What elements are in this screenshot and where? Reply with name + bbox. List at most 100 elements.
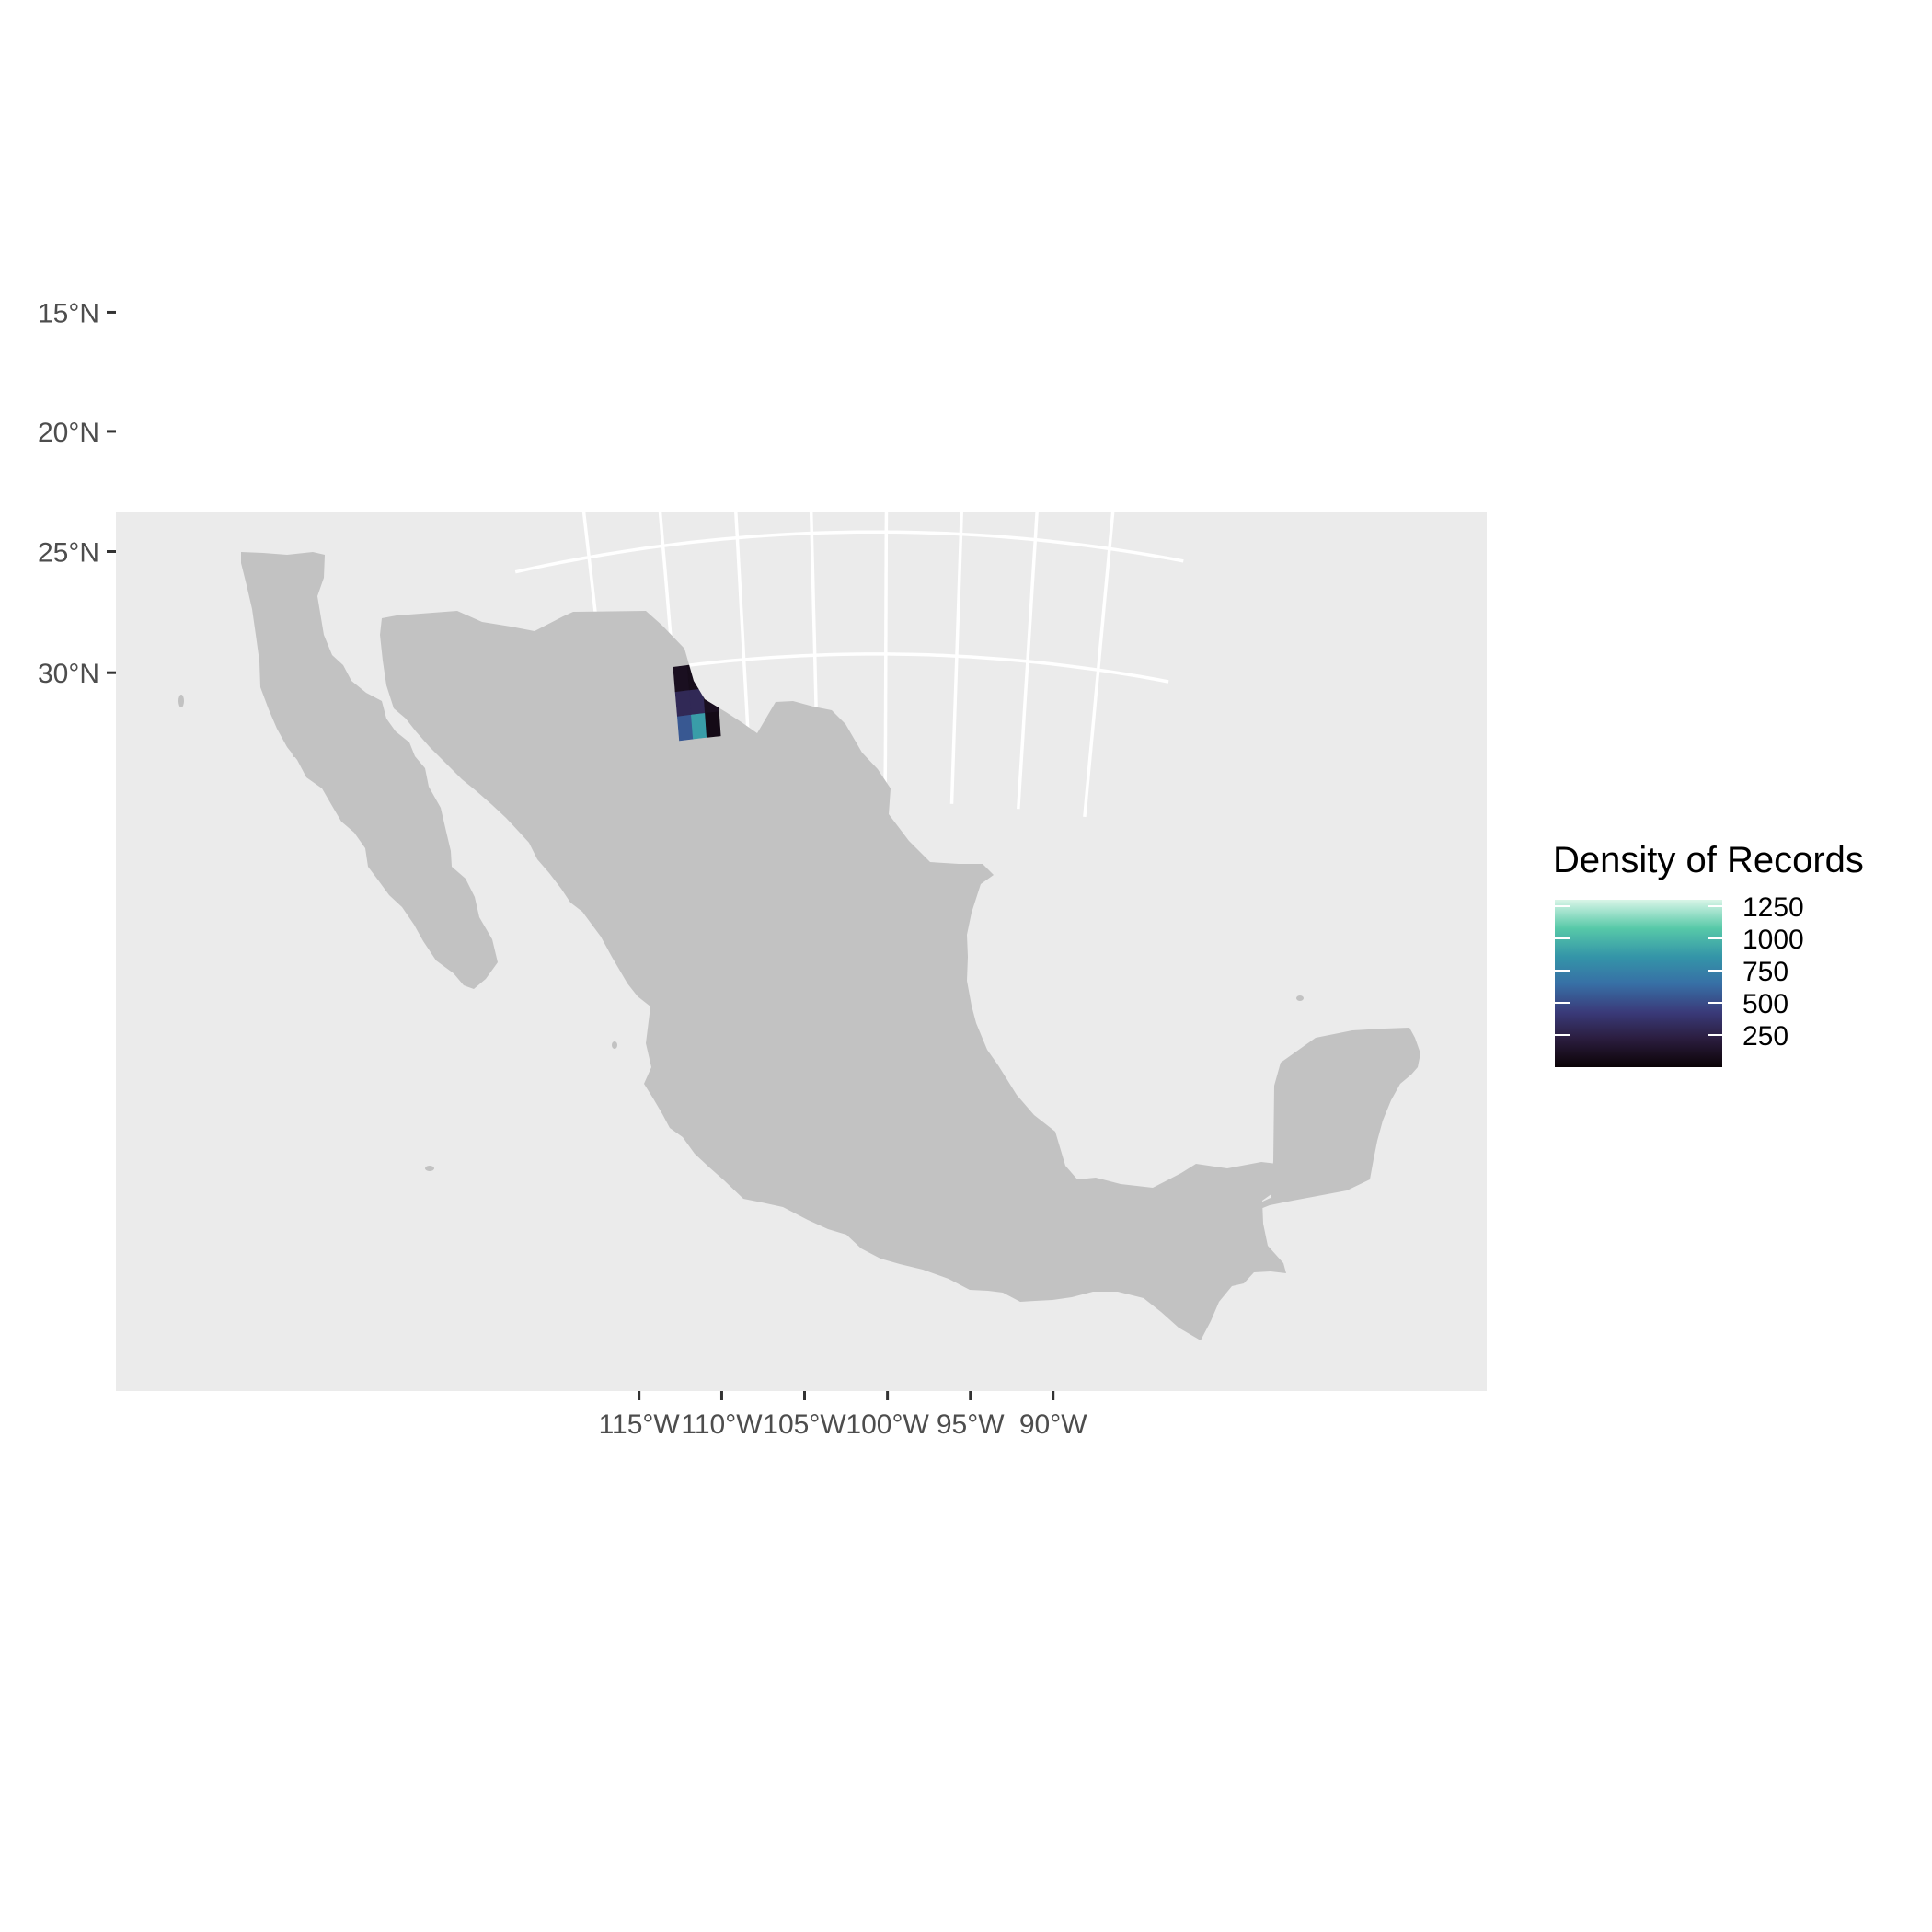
density-cell — [932, 484, 948, 509]
density-cell — [936, 316, 952, 340]
density-cell — [856, 411, 871, 435]
mainland-landmass — [380, 611, 1286, 1340]
density-cell — [887, 291, 903, 315]
density-cell — [705, 710, 721, 738]
density-cell — [903, 291, 920, 315]
density-cell — [856, 459, 871, 483]
density-cell — [823, 387, 840, 412]
density-cell — [1068, 254, 1087, 280]
density-cell — [733, 464, 750, 489]
legend-label: 500 — [1742, 989, 1788, 1019]
density-cell — [808, 363, 824, 388]
y-tick-label: 30°N — [38, 659, 99, 689]
density-cell — [840, 435, 856, 460]
density-cell — [1031, 322, 1049, 348]
density-cell — [917, 435, 933, 460]
grid-lat-1 — [514, 530, 1184, 574]
density-cell — [953, 245, 971, 270]
density-cell — [917, 411, 933, 436]
density-cell — [839, 339, 856, 362]
density-cell — [825, 435, 841, 460]
density-cell — [839, 315, 856, 339]
density-cell — [822, 339, 839, 364]
density-cell — [796, 485, 811, 510]
x-tick-label: 115°W — [599, 1409, 681, 1440]
density-cell — [871, 362, 887, 386]
density-cell — [933, 436, 949, 461]
density-cell — [856, 362, 871, 386]
density-cell — [857, 483, 872, 508]
density-cell — [937, 244, 954, 269]
grid-lon-5 — [1017, 512, 1039, 810]
density-cell — [795, 461, 811, 486]
density-cell — [887, 459, 903, 483]
density-cell — [673, 664, 690, 693]
grid-lon-2 — [809, 512, 821, 803]
density-cell — [1083, 279, 1101, 305]
grid-lon-4 — [949, 512, 963, 804]
density-cell — [919, 339, 936, 364]
density-cell — [871, 315, 888, 339]
density-cell — [840, 411, 856, 436]
grid-lon-7 — [1083, 512, 1115, 818]
density-cell — [902, 484, 917, 509]
density-cell — [871, 386, 887, 410]
density-cell — [674, 689, 692, 717]
density-cell — [903, 363, 919, 387]
density-cell — [840, 387, 856, 412]
density-cell — [932, 460, 948, 485]
density-cell — [871, 411, 887, 435]
density-cell — [841, 484, 857, 509]
baja-landmass — [241, 552, 498, 989]
density-cell — [1016, 320, 1033, 345]
density-cell — [780, 486, 796, 511]
grid-lat-2 — [498, 411, 1198, 454]
density-cell — [809, 411, 825, 436]
density-cell — [811, 484, 826, 509]
legend-colorbar — [1555, 900, 1722, 1067]
density-cell — [952, 269, 970, 293]
density-cell — [887, 411, 903, 435]
x-tick-label: 105°W — [763, 1409, 846, 1440]
density-cell — [1099, 281, 1118, 306]
density-cell — [936, 292, 952, 316]
legend-label: 250 — [1742, 1021, 1788, 1052]
density-cell — [920, 292, 937, 316]
density-cell — [1034, 274, 1052, 300]
density-cell — [1033, 298, 1051, 324]
density-cell — [871, 291, 888, 315]
density-cell — [949, 388, 966, 413]
density-cell — [839, 362, 856, 386]
x-tick-label: 95°W — [937, 1409, 1005, 1440]
density-cell — [999, 319, 1017, 344]
density-cell — [984, 294, 1002, 319]
density-cell — [1017, 296, 1034, 321]
density-cell — [1098, 305, 1116, 330]
legend-title: Density of Records — [1553, 840, 1864, 880]
density-cell — [966, 365, 983, 390]
density-cell — [871, 483, 887, 507]
density-cell — [887, 483, 903, 508]
y-tick-label: 20°N — [38, 418, 99, 448]
density-cell — [810, 436, 825, 461]
density-cell — [826, 484, 842, 509]
density-cell — [855, 315, 871, 339]
density-cell — [1018, 272, 1035, 297]
density-cell — [920, 268, 937, 293]
density-cell — [1030, 346, 1048, 372]
y-tick-label: 25°N — [38, 537, 99, 568]
density-cell — [917, 460, 933, 485]
density-cell — [1049, 299, 1066, 325]
y-axis: 30°N 25°N 20°N 15°N — [38, 298, 116, 689]
density-cell — [871, 435, 887, 459]
density-cell — [1111, 330, 1130, 356]
yucatan-landmass — [1247, 1028, 1420, 1213]
density-cell — [950, 340, 967, 365]
density-cell — [887, 386, 903, 410]
density-cell — [676, 714, 694, 742]
density-cell — [871, 339, 887, 362]
density-cell — [968, 293, 985, 318]
density-cell — [690, 712, 707, 740]
